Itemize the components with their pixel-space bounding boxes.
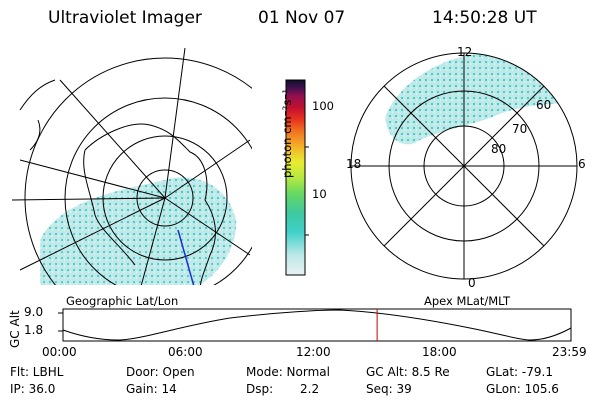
colorbar-tick-10: 10 (312, 187, 327, 201)
status-mode: Mode: Normal (246, 365, 330, 379)
auroral-emission-band (385, 53, 575, 145)
status-ip: IP: 36.0 (10, 382, 56, 396)
date-label: 01 Nov 07 (258, 8, 346, 28)
status-dsp-value: 2.2 (300, 382, 320, 396)
timeline-xtick-2: 12:00 (296, 345, 331, 359)
timeline-ylabel: GC Alt (8, 310, 22, 348)
status-filter: Flt: LBHL (10, 365, 64, 379)
mlat-label-60: 60 (536, 98, 552, 112)
timeline-xtick-0: 00:00 (42, 345, 77, 359)
timeline-ytick-low: 1.8 (24, 323, 44, 337)
timeline-xtick-4: 23:59 (552, 345, 587, 359)
timeline-xtick-3: 18:00 (422, 345, 457, 359)
right-map-label: Apex MLat/MLT (424, 294, 511, 308)
mlat-label-70: 70 (512, 122, 528, 136)
colorbar (285, 79, 309, 276)
time-label: 14:50:28 UT (432, 8, 537, 28)
mlat-label-80: 80 (491, 142, 507, 156)
status-door: Door: Open (126, 365, 195, 379)
altitude-timeline (58, 308, 572, 342)
instrument-title: Ultraviolet Imager (48, 8, 202, 28)
status-glon: GLon: 105.6 (486, 382, 559, 396)
status-gc-alt: GC Alt: 8.5 Re (366, 365, 450, 379)
geographic-map (12, 48, 252, 285)
mlt-label-12: 12 (457, 45, 473, 59)
timeline-xtick-1: 06:00 (168, 345, 203, 359)
magnetic-map (350, 52, 578, 280)
mlt-label-18: 18 (346, 157, 362, 171)
status-gain: Gain: 14 (126, 382, 177, 396)
mlt-label-6: 6 (578, 157, 586, 171)
mlt-label-0: 0 (468, 276, 476, 290)
timeline-ytick-high: 9.0 (24, 305, 44, 319)
colorbar-tick-100: 100 (312, 99, 334, 113)
status-glat: GLat: -79.1 (486, 365, 553, 379)
status-seq: Seq: 39 (366, 382, 412, 396)
left-map-label: Geographic Lat/Lon (66, 294, 179, 308)
status-dsp-label: Dsp: (246, 382, 274, 396)
colorbar-unit-label: photon cm⁻²s⁻¹ (280, 89, 294, 178)
auroral-oval-patch (125, 182, 225, 258)
altitude-curve (62, 309, 572, 341)
